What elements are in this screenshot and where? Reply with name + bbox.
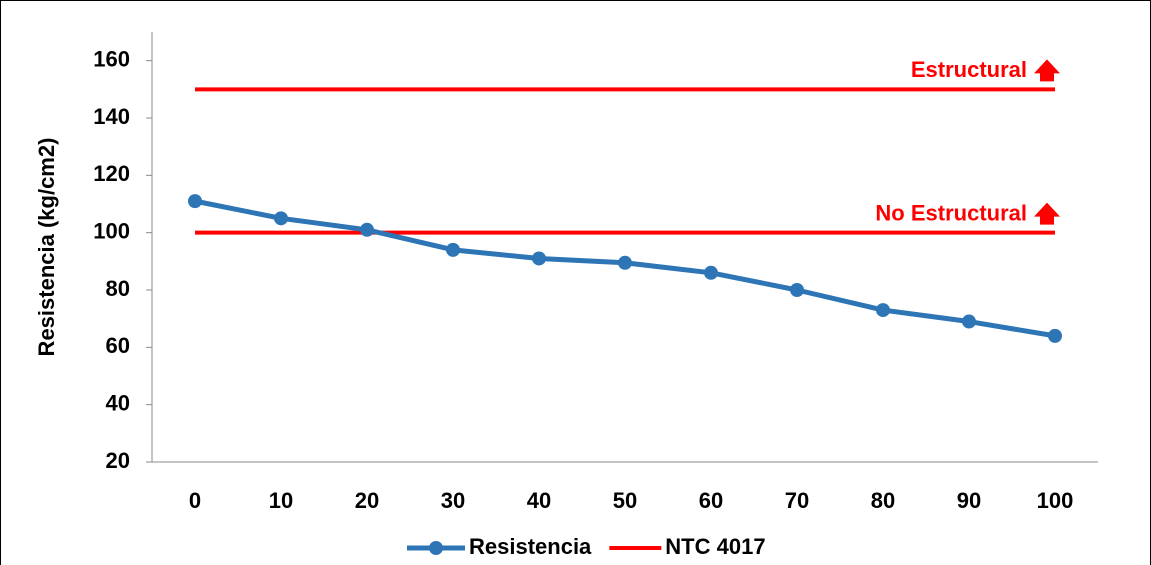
x-tick-label: 10 bbox=[269, 488, 293, 513]
arrow bbox=[1034, 202, 1060, 225]
y-tick-label: 60 bbox=[106, 333, 130, 358]
legend-label: NTC 4017 bbox=[665, 534, 765, 559]
marker bbox=[532, 251, 546, 266]
marker bbox=[446, 242, 460, 257]
marker bbox=[790, 283, 804, 297]
y-tick-label: 120 bbox=[93, 161, 130, 186]
marker bbox=[876, 303, 890, 318]
arrow bbox=[1034, 59, 1060, 82]
x-tick-label: 60 bbox=[699, 488, 723, 513]
marker bbox=[274, 211, 288, 226]
x-tick-label: 0 bbox=[189, 488, 201, 513]
x-tick-label: 30 bbox=[441, 488, 465, 513]
y-tick-label: 40 bbox=[106, 390, 130, 415]
x-tick-label: 20 bbox=[355, 488, 379, 513]
x-tick-label: 90 bbox=[957, 488, 981, 513]
x-tick-label: 100 bbox=[1037, 488, 1074, 513]
x-tick-label: 50 bbox=[613, 488, 637, 513]
x-tick-label: 70 bbox=[785, 488, 809, 513]
y-tick-label: 160 bbox=[93, 46, 130, 71]
y-tick-label: 100 bbox=[93, 218, 130, 243]
marker bbox=[618, 255, 632, 270]
marker bbox=[962, 314, 976, 329]
y-tick-label: 20 bbox=[106, 448, 130, 473]
marker bbox=[360, 222, 374, 237]
y-tick-label: 80 bbox=[106, 276, 130, 301]
x-tick-label: 40 bbox=[527, 488, 551, 513]
y-axis-label: Resistencia (kg/cm2) bbox=[34, 138, 59, 357]
legend-label: Resistencia bbox=[469, 534, 592, 559]
x-tick-label: 80 bbox=[871, 488, 895, 513]
reference-label: No Estructural bbox=[875, 200, 1027, 225]
reference-label: Estructural bbox=[911, 57, 1027, 82]
marker bbox=[188, 194, 202, 209]
legend-marker bbox=[429, 541, 443, 555]
y-tick-label: 140 bbox=[93, 104, 130, 129]
marker bbox=[704, 265, 718, 280]
marker bbox=[1048, 328, 1062, 343]
